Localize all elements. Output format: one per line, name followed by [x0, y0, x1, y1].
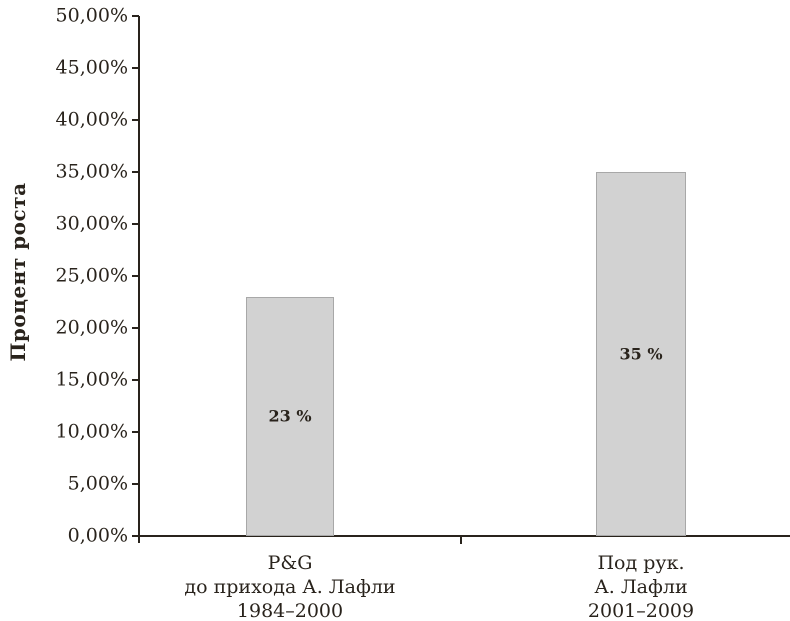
x-axis-category-label-line: до прихода А. Лафли — [184, 576, 396, 598]
x-axis-category-label: Под рук. А. Лафли 2001–2009 — [588, 551, 694, 621]
y-axis-title: Процент роста — [6, 182, 30, 362]
y-axis-tick-label: 0,00% — [67, 524, 128, 547]
y-axis-tick — [132, 171, 139, 173]
y-axis-tick-label: 50,00% — [55, 4, 128, 27]
y-axis-tick-label: 45,00% — [55, 56, 128, 79]
y-axis-tick-label: 25,00% — [55, 264, 128, 287]
y-axis-tick-label: 15,00% — [55, 368, 128, 391]
y-axis-tick — [132, 431, 139, 433]
x-axis-category-label-line: А. Лафли — [594, 576, 688, 598]
y-axis-tick — [132, 379, 139, 381]
x-axis-category-label-line: 1984–2000 — [236, 600, 344, 621]
y-axis-tick-label: 30,00% — [55, 212, 128, 235]
y-axis-tick — [132, 275, 139, 277]
y-axis-tick — [132, 327, 139, 329]
y-axis-tick-label: 35,00% — [55, 160, 128, 183]
y-axis-line — [138, 16, 140, 543]
bar: 35 % — [596, 172, 686, 536]
y-axis-tick — [132, 15, 139, 17]
y-axis-tick — [132, 223, 139, 225]
y-axis-tick — [132, 67, 139, 69]
x-axis-category-label-line: Под рук. — [597, 552, 685, 574]
y-axis-tick — [132, 119, 139, 121]
y-axis-tick-label: 20,00% — [55, 316, 128, 339]
x-axis-category-label-line: 2001–2009 — [587, 600, 695, 621]
y-axis-tick — [132, 483, 139, 485]
x-axis-category-label-line: P&G — [267, 552, 313, 574]
y-axis-tick-label: 5,00% — [67, 472, 128, 495]
x-axis-tick — [460, 536, 462, 544]
x-axis-category-label: P&G до прихода А. Лафли 1984–2000 — [184, 551, 395, 621]
y-axis-tick — [132, 535, 139, 537]
y-axis-tick-label: 10,00% — [55, 420, 128, 443]
bar: 23 % — [246, 296, 334, 536]
bar-value-label: 35 % — [619, 344, 663, 364]
bar-value-label: 23 % — [268, 406, 312, 426]
y-axis-tick-label: 40,00% — [55, 108, 128, 131]
